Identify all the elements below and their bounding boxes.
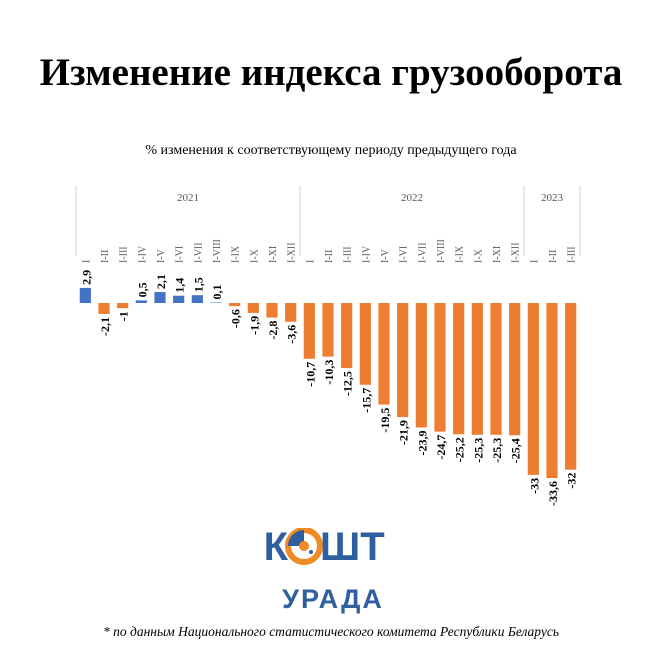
bar-value-label: -15,7 [359, 388, 373, 413]
bar-value-label: -10,3 [322, 360, 336, 385]
category-label: I-IV [137, 245, 148, 263]
category-label: I-X [473, 248, 484, 263]
bar-value-label: 1,5 [191, 277, 205, 292]
chart-subtitle: % изменения к соответствующему периоду п… [145, 143, 517, 158]
bar-value-label: -21,9 [397, 420, 411, 445]
koshut-urada-logo: К ШТ УРАДА [264, 528, 385, 614]
bar [303, 303, 315, 359]
category-label: I-VII [193, 242, 204, 263]
category-label: I-VIII [212, 239, 223, 263]
bar-value-label: 0,5 [135, 282, 149, 297]
category-label: I-VII [417, 242, 428, 263]
category-label: I-II [100, 250, 111, 263]
category-label: I-II [324, 250, 335, 263]
bar [527, 303, 539, 475]
bar-value-label: -33,6 [546, 481, 560, 506]
category-label: I-IX [231, 245, 242, 263]
bar [247, 303, 259, 313]
bar [378, 303, 390, 405]
bar [341, 303, 353, 369]
bar-value-label: -24,7 [434, 435, 448, 460]
bar [229, 303, 241, 307]
bar [490, 303, 502, 435]
category-label: I-XI [268, 246, 279, 263]
category-label: I-VI [399, 246, 410, 263]
bar [359, 303, 371, 385]
year-label: 2021 [177, 192, 199, 204]
category-label: I-XII [511, 242, 522, 263]
bar-value-label: -25,3 [471, 438, 485, 463]
bar-value-label: -0,6 [229, 309, 243, 328]
data-labels: 2,9 -2,1 -1 0,5 2,1 1,4 1,5 0,1 -0,6 -1,9 -2,8 -3,6… [79, 270, 578, 506]
bar [434, 303, 446, 432]
bar [98, 303, 110, 314]
category-label: I [305, 260, 316, 263]
bar-value-label: -10,7 [303, 362, 317, 387]
bar [453, 303, 465, 435]
category-label: I-III [567, 246, 578, 263]
bar-value-label: -25,4 [509, 438, 523, 463]
bar [154, 292, 166, 303]
bar-value-label: -1,9 [247, 316, 261, 335]
year-label: 2023 [541, 192, 564, 204]
category-label: I [81, 260, 92, 263]
logo-text-left: К [264, 528, 289, 569]
bar-value-label: -33 [527, 478, 541, 494]
category-label: I-XII [287, 242, 298, 263]
category-label: I [529, 260, 540, 263]
category-label: I-X [249, 248, 260, 263]
bar-value-label: 2,1 [154, 274, 168, 289]
bar-value-label: -32 [565, 473, 579, 489]
category-label: I-IX [455, 245, 466, 263]
bar-value-label: 0,1 [210, 284, 224, 299]
bar-value-label: -19,5 [378, 408, 392, 433]
bar [210, 302, 222, 303]
bar-value-label: -25,3 [490, 438, 504, 463]
bar [509, 303, 521, 436]
category-label: I-XI [492, 246, 503, 263]
logo-text-right: ШТ [320, 528, 385, 569]
category-label: I-II [548, 250, 559, 263]
bar [565, 303, 577, 470]
bar [546, 303, 558, 478]
bar [322, 303, 334, 357]
coin-icon [285, 528, 323, 565]
bar [415, 303, 427, 428]
bar [285, 303, 297, 322]
bar [397, 303, 409, 418]
bar [79, 287, 91, 303]
bar-value-label: -3,6 [285, 325, 299, 344]
logo-text-bottom: УРАДА [282, 584, 384, 614]
bar-value-label: -12,5 [341, 371, 355, 396]
bar-value-label: -2,1 [98, 317, 112, 336]
bar-value-label: 2,9 [79, 270, 93, 285]
bar [471, 303, 483, 435]
bar [191, 295, 203, 303]
bars [79, 287, 577, 478]
category-label: I-VIII [436, 239, 447, 263]
bar [173, 295, 185, 303]
category-label: I-V [380, 248, 391, 263]
year-label: 2022 [401, 192, 423, 204]
bar-value-label: 1,4 [173, 278, 187, 293]
bar [135, 300, 147, 303]
category-label: I-VI [175, 246, 186, 263]
bar [266, 303, 278, 318]
category-label: I-V [156, 248, 167, 263]
bar-value-label: -1 [117, 311, 131, 321]
category-label: I-IV [361, 245, 372, 263]
chart-title: Изменение индекса грузооборота [39, 51, 623, 94]
category-label: I-III [119, 246, 130, 263]
footnote: * по данным Национального статистическог… [103, 624, 559, 639]
category-label: I-III [343, 246, 354, 263]
bar [117, 303, 129, 309]
bar-value-label: -2,8 [266, 321, 280, 340]
bar-value-label: -25,2 [453, 437, 467, 462]
bar-value-label: -23,9 [415, 430, 429, 455]
